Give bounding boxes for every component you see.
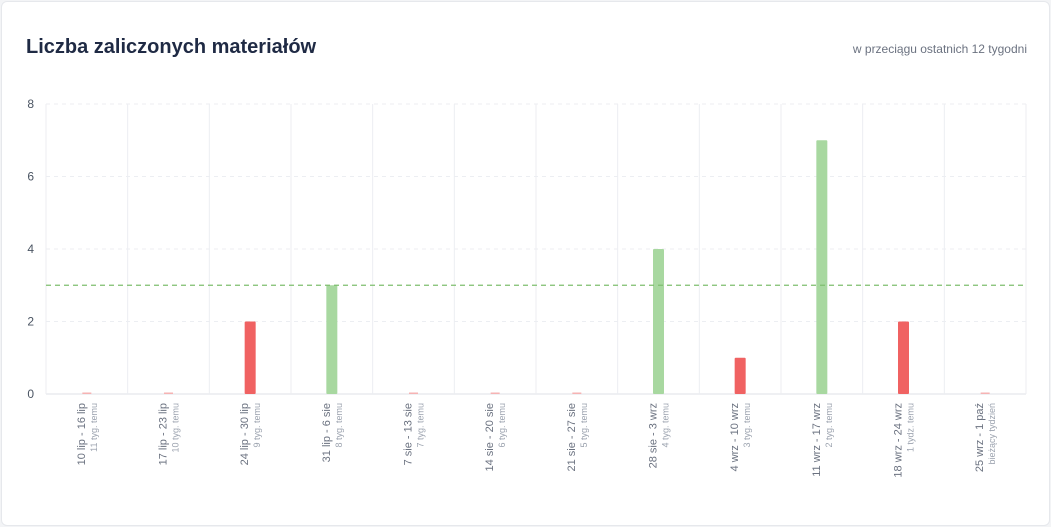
x-tick-sublabel: 9 tyg. temu [252, 403, 262, 448]
bar [244, 321, 256, 394]
y-tick-label: 8 [27, 97, 34, 111]
bar-zero [409, 392, 418, 394]
bar [816, 140, 828, 394]
x-tick-label-group: 28 sie - 3 wrz 4 tyg. temu [648, 403, 671, 468]
x-tick-sublabel: 6 tyg. temu [497, 403, 507, 448]
bar-zero [164, 392, 173, 394]
x-tick-label: 31 lip - 6 sie [321, 403, 333, 462]
x-tick-label: 17 lip - 23 lip [158, 403, 170, 465]
bar-zero [980, 392, 990, 394]
x-tick-label: 7 sie - 13 sie [403, 403, 415, 465]
x-tick-label-group: 4 wrz - 10 wrz 3 tyg. temu [729, 403, 752, 471]
x-tick-sublabel: 8 tyg. temu [334, 403, 344, 448]
x-tick-label: 21 sie - 27 sie [566, 403, 578, 471]
bar [326, 285, 338, 394]
x-tick-label: 28 sie - 3 wrz [648, 403, 660, 468]
x-tick-sublabel: 7 tyg. temu [416, 403, 426, 448]
x-tick-label-group: 17 lip - 23 lip 10 tyg. temu [158, 403, 181, 465]
x-tick-sublabel: bieżący tydzień [987, 403, 997, 465]
x-tick-sublabel: 5 tyg. temu [579, 403, 589, 448]
x-tick-label: 10 lip - 16 lip [76, 403, 88, 465]
x-tick-label-group: 18 wrz - 24 wrz 1 tydz. temu [893, 403, 916, 478]
x-tick-label-group: 10 lip - 16 lip 11 tyg. temu [76, 403, 99, 465]
x-tick-label: 4 wrz - 10 wrz [729, 403, 741, 471]
x-tick-label-group: 7 sie - 13 sie 7 tyg. temu [403, 403, 426, 465]
x-tick-label: 18 wrz - 24 wrz [893, 403, 905, 478]
y-tick-label: 6 [27, 170, 34, 184]
x-tick-label: 14 sie - 20 sie [484, 403, 496, 471]
x-tick-sublabel: 4 tyg. temu [661, 403, 671, 448]
x-tick-sublabel: 2 tyg. temu [824, 403, 834, 448]
x-tick-label: 25 wrz - 1 paź [974, 403, 986, 472]
bar [734, 357, 746, 394]
x-tick-label-group: 11 wrz - 17 wrz 2 tyg. temu [811, 403, 834, 477]
x-tick-sublabel: 3 tyg. temu [742, 403, 752, 448]
x-tick-sublabel: 11 tyg. temu [89, 403, 99, 452]
x-tick-sublabel: 1 tydz. temu [906, 403, 916, 452]
bar [898, 321, 909, 394]
x-tick-sublabel: 10 tyg. temu [171, 403, 181, 453]
chart-subtitle: w przeciągu ostatnich 12 tygodni [852, 42, 1027, 56]
x-tick-label-group: 25 wrz - 1 paź bieżący tydzień [974, 403, 997, 472]
y-tick-label: 4 [27, 242, 34, 256]
y-tick-label: 0 [27, 387, 34, 401]
bar-zero [572, 392, 582, 394]
x-tick-label-group: 24 lip - 30 lip 9 tyg. temu [239, 403, 262, 465]
chart-title: Liczba zaliczonych materiałów [26, 36, 317, 58]
bar [653, 249, 664, 394]
x-tick-label-group: 21 sie - 27 sie 5 tyg. temu [566, 403, 589, 471]
bar-zero [490, 392, 500, 394]
x-tick-label: 11 wrz - 17 wrz [811, 403, 823, 477]
y-tick-label: 2 [27, 315, 34, 329]
x-tick-label-group: 31 lip - 6 sie 8 tyg. temu [321, 403, 344, 462]
x-tick-label: 24 lip - 30 lip [239, 403, 251, 465]
x-tick-label-group: 14 sie - 20 sie 6 tyg. temu [484, 403, 507, 471]
bar-zero [82, 392, 92, 394]
